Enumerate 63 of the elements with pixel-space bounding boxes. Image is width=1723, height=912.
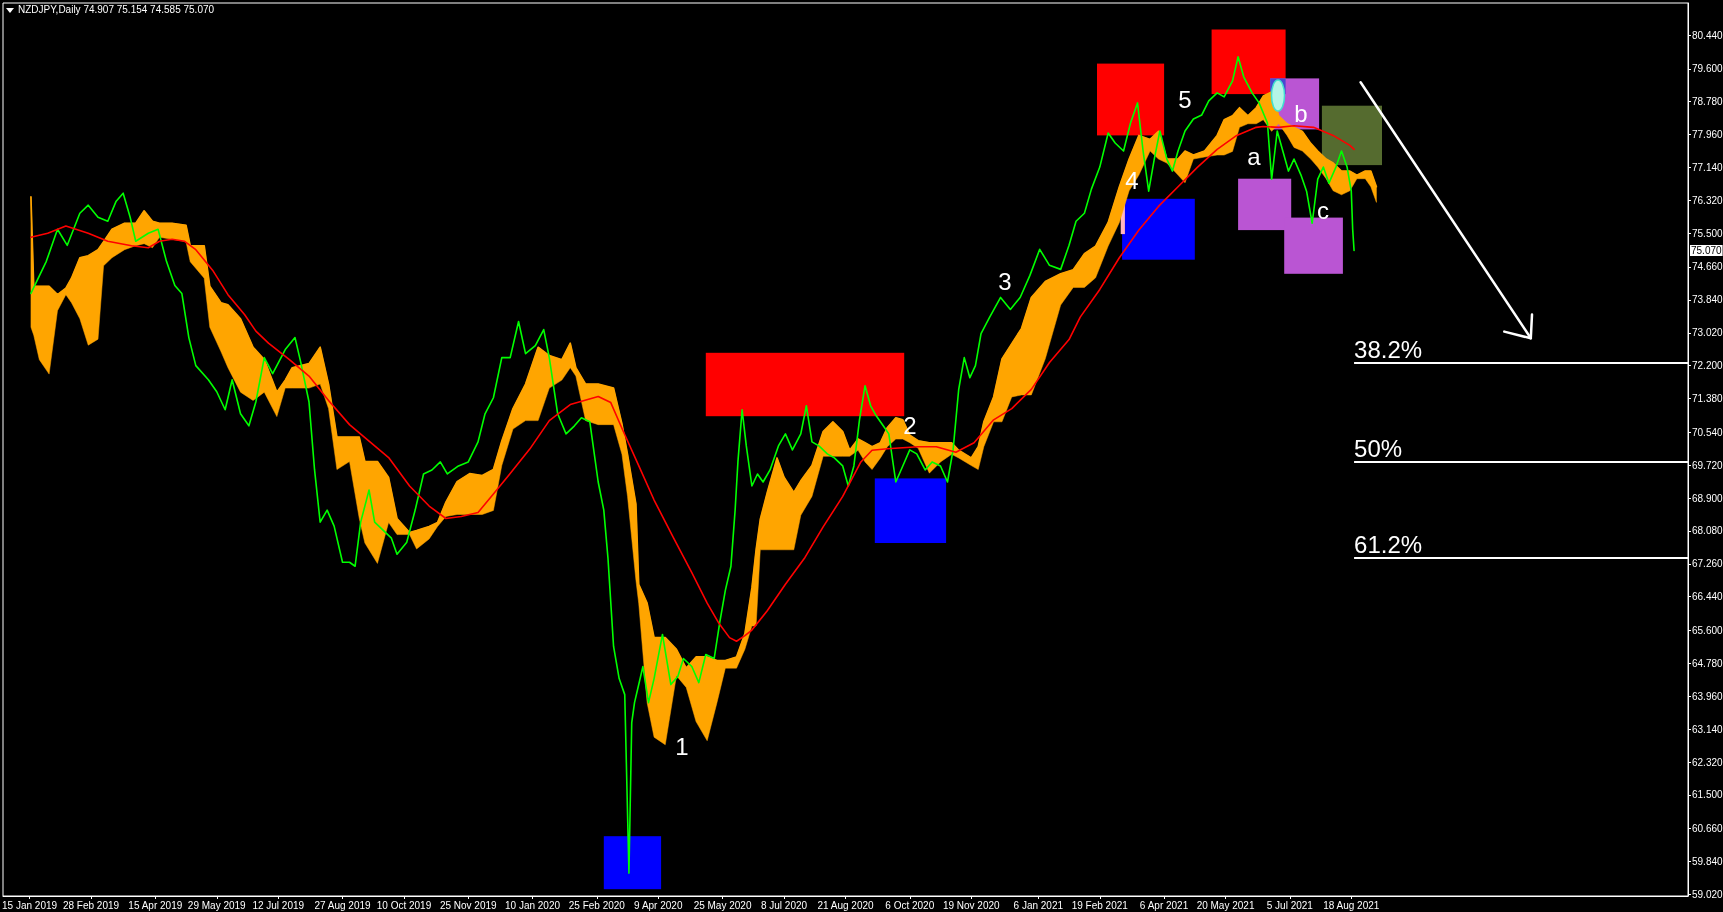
y-tick-label: 67.260 xyxy=(1692,558,1723,570)
x-tick-label: 8 Jul 2020 xyxy=(760,899,808,911)
y-tick-label: 80.440 xyxy=(1692,29,1723,41)
annotation: 61.2% xyxy=(1354,530,1423,558)
x-tick-label: 25 Feb 2020 xyxy=(568,899,626,911)
x-tick-label: 6 Jan 2021 xyxy=(1013,899,1064,911)
x-tick-label: 12 Jul 2019 xyxy=(252,899,305,911)
y-tick-label: 60.660 xyxy=(1692,823,1723,835)
y-tick-label: 61.500 xyxy=(1692,789,1723,801)
x-tick-label: 5 Jul 2021 xyxy=(1266,899,1314,911)
x-tick-label: 21 Aug 2020 xyxy=(817,899,875,911)
annotation: 75.070 xyxy=(1691,245,1723,257)
y-tick-label: 73.020 xyxy=(1692,327,1723,339)
annotation: 1 xyxy=(675,732,689,760)
annotation: 4 xyxy=(1125,166,1139,194)
x-tick-label: 25 Nov 2019 xyxy=(439,899,498,911)
x-tick-label: 29 May 2019 xyxy=(187,899,247,911)
x-tick-label: 28 Feb 2019 xyxy=(62,899,120,911)
y-tick-label: 59.020 xyxy=(1692,888,1723,900)
annotation: 5 xyxy=(1178,85,1192,113)
x-tick-label: 20 May 2021 xyxy=(1196,899,1255,911)
x-tick-label: 10 Jan 2020 xyxy=(505,899,561,911)
y-tick-label: 79.600 xyxy=(1692,63,1723,75)
y-tick-label: 62.320 xyxy=(1692,756,1723,768)
y-tick-label: 66.440 xyxy=(1692,591,1723,603)
x-tick-label: 9 Apr 2020 xyxy=(634,899,683,911)
y-tick-label: 68.080 xyxy=(1692,525,1723,537)
y-tick-label: 75.500 xyxy=(1692,227,1723,239)
y-tick-label: 65.600 xyxy=(1692,624,1723,636)
annotation: 38.2% xyxy=(1354,336,1423,364)
y-tick-label: 77.960 xyxy=(1692,129,1723,141)
line-series xyxy=(30,55,1355,874)
y-tick-label: 78.780 xyxy=(1692,96,1723,108)
y-tick-label: 69.720 xyxy=(1692,459,1723,471)
y-tick-label: 63.140 xyxy=(1692,723,1723,735)
y-tick-label: 68.900 xyxy=(1692,492,1723,504)
y-tick-label: 73.840 xyxy=(1692,294,1723,306)
y-tick-label: 76.320 xyxy=(1692,194,1723,206)
x-tick-label: 6 Apr 2021 xyxy=(1139,899,1189,911)
annotation: 3 xyxy=(998,267,1012,295)
annotation: a xyxy=(1247,142,1262,170)
y-tick-label: 64.780 xyxy=(1692,657,1723,669)
annotation: 50% xyxy=(1354,435,1403,463)
y-tick-label: 77.140 xyxy=(1692,161,1723,173)
x-tick-label: 19 Nov 2020 xyxy=(942,899,1001,911)
annotation: b xyxy=(1294,99,1308,127)
x-tick-label: 10 Oct 2019 xyxy=(376,899,432,911)
y-tick-label: 70.540 xyxy=(1692,426,1723,438)
x-tick-label: 19 Feb 2021 xyxy=(1071,899,1129,911)
y-tick-label: 63.960 xyxy=(1692,690,1723,702)
chart-title: NZDJPY,Daily 74.907 75.154 74.585 75.070 xyxy=(18,3,215,15)
x-tick-label: 15 Apr 2019 xyxy=(128,899,183,911)
x-tick-label: 6 Oct 2020 xyxy=(885,899,935,911)
y-tick-label: 59.840 xyxy=(1692,856,1723,867)
x-tick-label: 25 May 2020 xyxy=(693,899,752,911)
y-tick-label: 74.660 xyxy=(1692,261,1723,273)
x-tick-label: 15 Jan 2019 xyxy=(2,899,58,911)
x-tick-label: 27 Aug 2019 xyxy=(314,899,372,911)
annotation: 2 xyxy=(903,411,917,439)
x-tick-label: 18 Aug 2021 xyxy=(1323,899,1380,911)
y-tick-label: 71.380 xyxy=(1692,393,1723,405)
annotation: c xyxy=(1317,196,1329,224)
y-tick-label: 72.200 xyxy=(1692,360,1723,372)
